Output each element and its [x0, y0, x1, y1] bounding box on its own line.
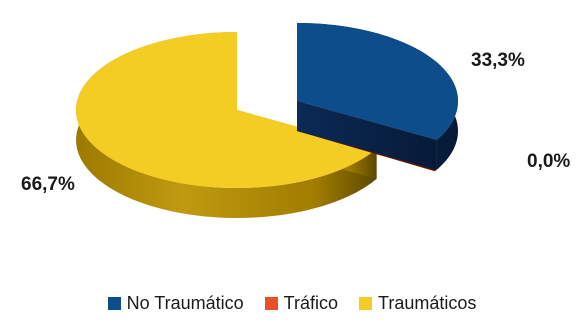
legend-swatch-trafico — [264, 297, 278, 310]
legend-item-no-traumatico: No Traumático — [107, 293, 244, 314]
legend-item-trafico: Tráfico — [264, 293, 339, 314]
pie-slice-cut-end-no-traumatico — [297, 101, 437, 170]
legend-swatch-no-traumatico — [107, 297, 121, 310]
legend-label-trafico: Tráfico — [283, 293, 339, 313]
data-label-no-traumatico: 33,3% — [471, 50, 525, 71]
pie-slice-traumaticos — [76, 32, 377, 188]
legend-item-traumaticos: Traumáticos — [359, 293, 476, 314]
legend-label-no-traumatico: No Traumático — [126, 293, 244, 313]
data-label-traumaticos: 66,7% — [21, 174, 75, 195]
legend: No Traumático Tráfico Traumáticos — [0, 293, 584, 314]
pie-slice-no-traumatico — [297, 23, 458, 140]
legend-label-traumaticos: Traumáticos — [378, 293, 477, 313]
data-label-trafico: 0,0% — [527, 151, 571, 172]
legend-swatch-traumaticos — [359, 297, 373, 310]
